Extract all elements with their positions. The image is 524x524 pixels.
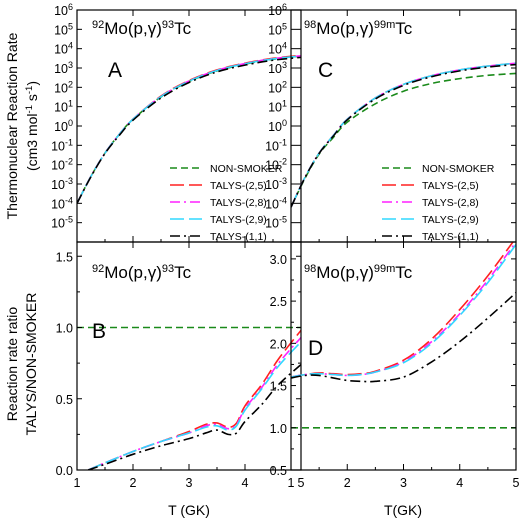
xlabel-right: T(GK) [384, 502, 422, 518]
y-tick-label-D-1.5: 1.5 [270, 380, 287, 394]
y-tick-label-D-2.5: 2.5 [270, 295, 287, 309]
series-line-talys-1-1--A [77, 56, 301, 204]
y-tick-label-A: 101 [54, 99, 73, 115]
panel-letter-C: C [318, 59, 333, 82]
legend-label-A-3: TALYS-(2,9) [210, 214, 267, 226]
y-tick-label-C: 106 [268, 2, 287, 18]
series-line-talys-2-9--D [291, 244, 516, 378]
y-tick-label-A: 10-1 [51, 137, 73, 153]
y-tick-label-C: 10-3 [265, 176, 287, 192]
y-tick-label-D-2.0: 2.0 [270, 337, 287, 351]
panel-C-title: 98Mo(p,γ)99mTc [304, 19, 413, 38]
y-tick-label-A: 10-5 [51, 215, 73, 231]
y-tick-label-A: 100 [54, 118, 73, 134]
legend-label-C-4: TALYS-(1,1) [422, 231, 479, 243]
panel-B: 1 2 3 4 5 0.0 0.5 1.0 1.5 [56, 241, 305, 490]
ylabel-bottom-line1: Reaction rate ratio [4, 307, 20, 422]
x-tick-label-D-2: 2 [344, 476, 351, 490]
panel-C: 10-5 10-4 10-3 10-2 10-1 100 101 102 103 104 105 10… [265, 2, 517, 243]
y-tick-label-B-1.5: 1.5 [56, 250, 73, 264]
legend-label-C-0: NON-SMOKER [422, 163, 495, 175]
y-tick-label-D-0.5: 0.5 [270, 464, 287, 478]
panel-letter-B: B [92, 320, 106, 343]
y-tick-label-C: 10-4 [265, 195, 287, 211]
x-tick-label-D-1: 1 [288, 476, 295, 490]
y-tick-label-C: 101 [268, 99, 287, 115]
legend-label-A-1: TALYS-(2,5) [210, 180, 267, 192]
legend-panel-C: NON-SMOKER TALYS-(2,5) TALYS-(2,8) TALYS-(2… [382, 163, 495, 243]
y-tick-label-A: 104 [54, 41, 73, 57]
ylabel-top-units: (cm3 mol-1 s-1) [24, 81, 41, 171]
y-tick-label-C: 10-5 [265, 215, 287, 231]
series-line-talys-1-1--B [87, 363, 301, 470]
y-tick-label-B-0.5: 0.5 [56, 393, 73, 407]
ylabel-top: Thermonuclear Reaction Rate [4, 32, 20, 219]
y-tick-label-D-1.0: 1.0 [270, 422, 287, 436]
y-tick-label-C: 104 [268, 41, 287, 57]
legend-label-C-2: TALYS-(2,8) [422, 197, 479, 209]
y-tick-label-A: 103 [54, 60, 73, 76]
legend-label-C-1: TALYS-(2,5) [422, 180, 479, 192]
panel-letter-D: D [308, 337, 323, 360]
legend-panel-A: NON-SMOKER TALYS-(2,5) TALYS-(2,8) TALYS-(2… [170, 163, 283, 243]
series-line-talys-2-8--B [87, 336, 301, 470]
y-tick-label-C: 10-1 [265, 137, 287, 153]
plot-frame-C [290, 9, 517, 243]
x-tick-label-D-5: 5 [513, 476, 520, 490]
y-tick-label-A: 105 [54, 21, 73, 37]
y-tick-label-A: 106 [54, 2, 73, 18]
y-tick-label-C: 100 [268, 118, 287, 134]
series-line-talys-1-1--D [291, 292, 516, 383]
ylabel-bottom-line2: TALYS/NON-SMOKER [23, 293, 39, 436]
legend-label-A-4: TALYS-(1,1) [210, 231, 267, 243]
y-tick-label-B-0.0: 0.0 [56, 464, 73, 478]
xlabel-left: T (GK) [168, 502, 210, 518]
y-tick-label-A: 10-2 [51, 157, 73, 173]
y-tick-label-A: 102 [54, 79, 73, 95]
legend-label-A-0: NON-SMOKER [210, 163, 283, 175]
x-tick-label-B-5: 5 [298, 476, 305, 490]
x-tick-label-B-2: 2 [130, 476, 137, 490]
x-tick-label-B-4: 4 [242, 476, 249, 490]
panel-letter-A: A [108, 59, 122, 82]
series-line-talys-2-9--C [291, 62, 516, 208]
panel-A-title: 92Mo(p,γ)93Tc [92, 19, 192, 38]
x-tick-label-D-3: 3 [400, 476, 407, 490]
x-tick-label-D-4: 4 [456, 476, 463, 490]
y-tick-label-A: 10-4 [51, 195, 73, 211]
x-tick-label-B-1: 1 [74, 476, 81, 490]
series-line-non-smoker-C [291, 72, 516, 208]
panel-B-title: 92Mo(p,γ)93Tc [92, 263, 192, 282]
y-tick-label-C: 105 [268, 21, 287, 37]
y-tick-label-C: 102 [268, 79, 287, 95]
y-tick-label-A: 10-3 [51, 176, 73, 192]
y-tick-label-D-3.0: 3.0 [270, 253, 287, 267]
x-tick-label-B-3: 3 [186, 476, 193, 490]
panel-D-title: 98Mo(p,γ)99mTc [304, 263, 413, 282]
legend-label-A-2: TALYS-(2,8) [210, 197, 267, 209]
y-tick-label-B-1.0: 1.0 [56, 322, 73, 336]
series-line-talys-2-5--D [291, 242, 514, 378]
panel-D: 1 2 3 4 5 0.5 1.0 1.5 2.0 2.5 3.0 [270, 241, 520, 490]
series-line-talys-2-9--B [87, 341, 301, 470]
legend-label-C-3: TALYS-(2,9) [422, 214, 479, 226]
y-tick-label-C: 103 [268, 60, 287, 76]
y-tick-label-C: 10-2 [265, 157, 287, 173]
